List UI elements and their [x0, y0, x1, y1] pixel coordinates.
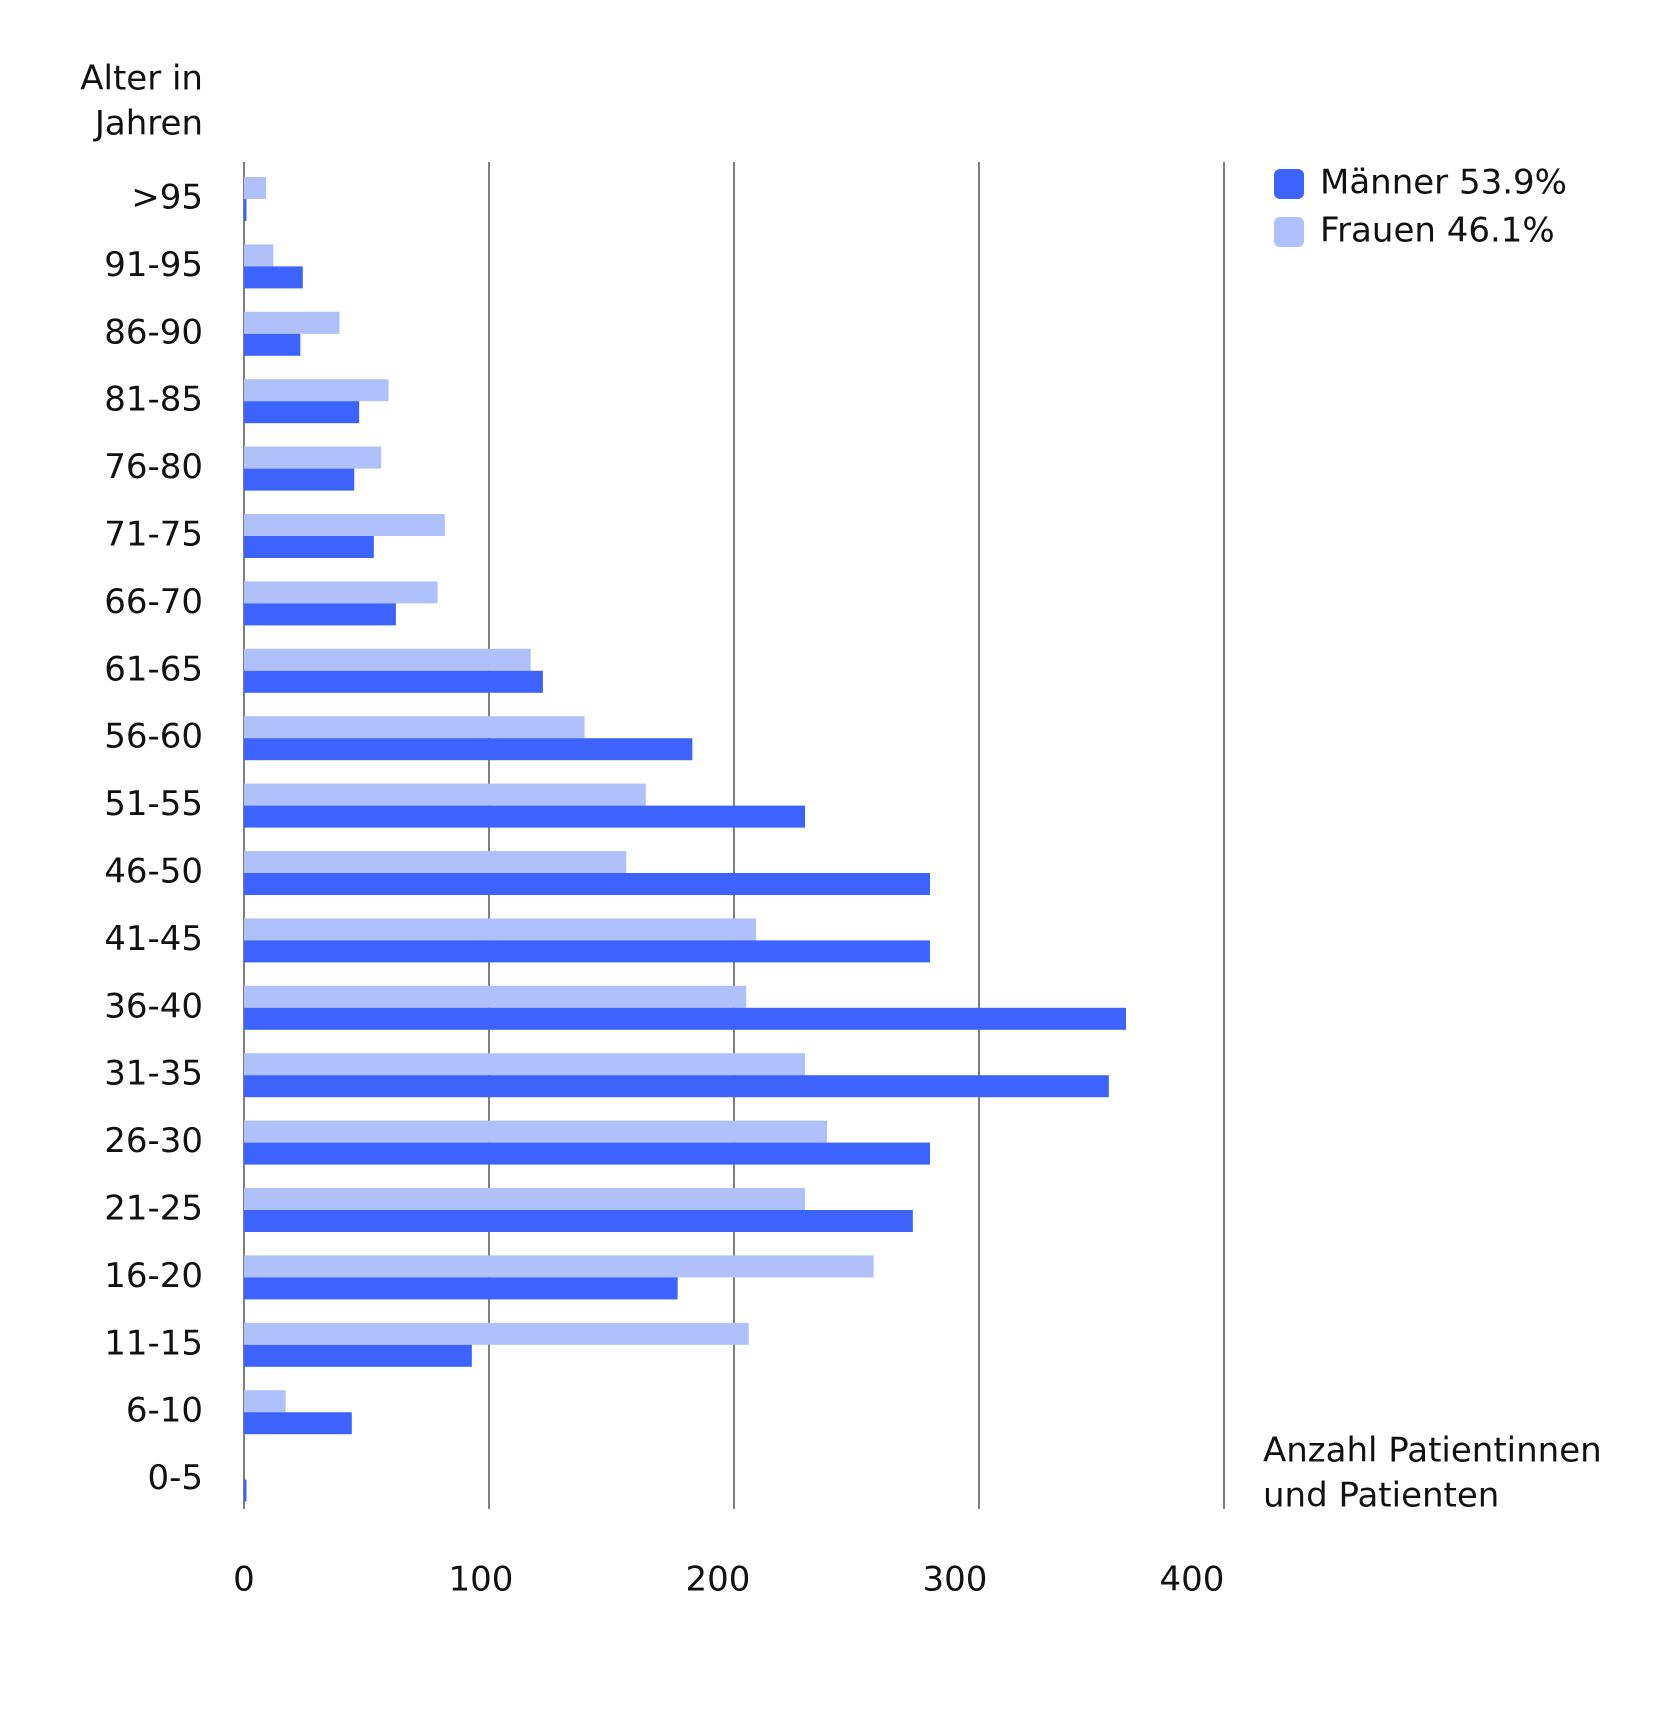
bar — [244, 199, 247, 221]
y-tick-label: 76-80 — [104, 447, 203, 487]
bar — [244, 648, 531, 671]
y-axis-title: Alter in — [80, 59, 203, 99]
bar — [244, 1075, 1109, 1098]
x-axis-title: und Patienten — [1263, 1476, 1499, 1516]
y-tick-label: >95 — [131, 178, 203, 218]
y-axis-title: Jahren — [93, 104, 203, 144]
y-tick-label: 86-90 — [104, 312, 203, 352]
bar — [244, 1142, 930, 1165]
bar — [244, 1120, 828, 1143]
y-tick-label: 91-95 — [104, 245, 203, 285]
legend-swatch — [1274, 169, 1304, 199]
bar — [244, 873, 930, 895]
x-tick-label: 400 — [1160, 1560, 1225, 1600]
legend-swatch — [1274, 217, 1304, 247]
bar — [244, 401, 360, 424]
y-tick-label: 6-10 — [126, 1391, 203, 1431]
bar — [244, 379, 389, 402]
x-tick-label: 0 — [233, 1560, 255, 1600]
y-tick-label: 41-45 — [104, 919, 203, 959]
bar — [244, 716, 585, 739]
y-tick-label: 21-25 — [104, 1189, 203, 1229]
bar — [244, 1412, 352, 1435]
bar — [244, 468, 355, 491]
bar — [244, 940, 930, 963]
bar — [244, 333, 301, 356]
bar — [244, 851, 627, 873]
bar — [244, 918, 757, 941]
y-tick-label: 61-65 — [104, 649, 203, 689]
bar — [244, 985, 747, 1008]
bar — [244, 1210, 913, 1232]
y-tick-label: 16-20 — [104, 1256, 203, 1296]
bar — [244, 1390, 286, 1413]
y-tick-label: 26-30 — [104, 1121, 203, 1161]
bar — [244, 805, 806, 828]
y-tick-label: 66-70 — [104, 582, 203, 622]
bar — [244, 1344, 472, 1367]
bar — [244, 1007, 1126, 1030]
bar — [244, 1277, 678, 1300]
y-tick-label: 51-55 — [104, 784, 203, 824]
bar — [244, 1053, 806, 1076]
x-axis-title: Anzahl Patientinnen — [1263, 1431, 1602, 1471]
y-tick-label: 81-85 — [104, 380, 203, 420]
y-tick-label: 71-75 — [104, 515, 203, 555]
y-tick-label: 11-15 — [104, 1323, 203, 1363]
bar — [244, 581, 438, 604]
bar — [244, 244, 274, 267]
y-tick-label: 46-50 — [104, 852, 203, 892]
legend-label: Frauen 46.1% — [1320, 211, 1555, 251]
bar — [244, 738, 693, 761]
bar — [244, 1322, 749, 1345]
bar — [244, 177, 267, 199]
bar — [244, 311, 340, 334]
bar — [244, 1255, 874, 1278]
bar — [244, 603, 396, 626]
x-tick-label: 200 — [686, 1560, 751, 1600]
bar — [244, 514, 445, 536]
bar — [244, 536, 374, 558]
y-tick-label: 56-60 — [104, 717, 203, 757]
y-tick-label: 31-35 — [104, 1054, 203, 1094]
bar — [244, 783, 646, 806]
bar — [244, 1188, 806, 1210]
legend-label: Männer 53.9% — [1320, 163, 1567, 203]
bar — [244, 1479, 247, 1502]
y-tick-label: 36-40 — [104, 986, 203, 1026]
bar — [244, 266, 303, 289]
bar — [244, 670, 543, 693]
y-tick-label: 0-5 — [147, 1458, 203, 1498]
bar — [244, 446, 382, 469]
x-tick-label: 100 — [449, 1560, 514, 1600]
x-tick-label: 300 — [923, 1560, 988, 1600]
